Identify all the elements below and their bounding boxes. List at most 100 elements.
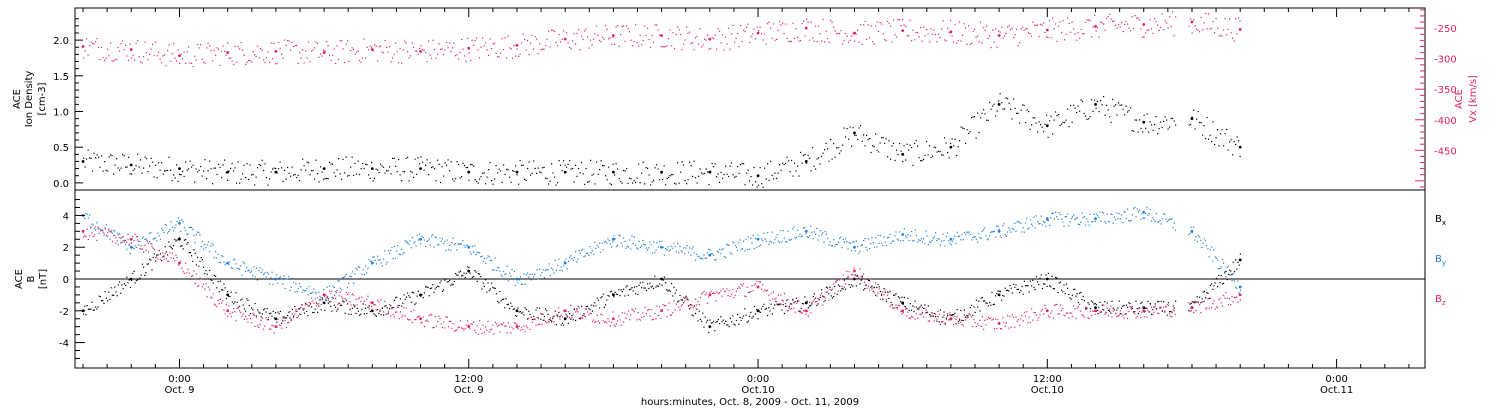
trace-dot	[425, 286, 427, 288]
trace-dot	[540, 274, 542, 276]
trace-dot	[389, 308, 391, 310]
trace-dot	[903, 228, 905, 230]
trace-dot	[141, 248, 143, 250]
trace-dot	[932, 237, 934, 239]
trace-dot	[269, 313, 271, 315]
trace-dot	[354, 304, 356, 306]
trace-dot	[371, 260, 373, 262]
b-axis-label-line-3: [nT]	[38, 269, 49, 289]
trace-dot	[683, 247, 685, 249]
trace-dot	[936, 239, 938, 242]
trace-dot	[296, 316, 298, 319]
trace-dot	[314, 308, 316, 310]
trace-dot	[929, 320, 931, 322]
trace-dot	[524, 307, 526, 309]
trace-dot	[985, 235, 987, 237]
trace-dot	[853, 267, 855, 269]
trace-dot	[483, 331, 485, 333]
trace-dot	[855, 33, 857, 35]
trace-dot	[390, 173, 392, 175]
trace-dot	[223, 283, 225, 285]
trace-dot	[1071, 21, 1073, 23]
trace-dot	[201, 175, 203, 177]
trace-dot	[578, 317, 580, 320]
trace-dot	[620, 242, 622, 244]
trace-dot	[823, 301, 825, 303]
trace-dot	[257, 309, 259, 311]
trace-dot	[127, 238, 129, 240]
trace-dot	[944, 323, 946, 326]
trace-dot	[186, 233, 188, 235]
trace-dot	[1081, 314, 1083, 316]
trace-dot	[1227, 273, 1229, 275]
trace-dot	[373, 313, 375, 315]
trace-dot	[497, 325, 499, 327]
trace-dot	[1056, 277, 1058, 279]
density-tick-label: 1.0	[53, 107, 69, 118]
trace-dot	[193, 234, 195, 237]
b-tick-label: -4	[59, 339, 69, 350]
trace-dot	[264, 163, 266, 165]
trace-dot	[121, 284, 123, 286]
trace-dot	[990, 108, 992, 110]
trace-dot	[257, 45, 259, 47]
trace-dot	[219, 262, 221, 264]
trace-dot	[265, 311, 267, 313]
trace-dot	[704, 257, 706, 259]
trace-dot	[399, 298, 401, 300]
trace-dot	[783, 33, 785, 35]
trace-dot	[212, 183, 214, 185]
trace-dot	[188, 168, 190, 170]
trace-dot	[173, 245, 175, 247]
trace-dot	[995, 115, 997, 117]
trace-dot	[302, 289, 304, 291]
trace-dot	[403, 252, 405, 254]
trace-dot	[1170, 117, 1172, 120]
trace-dot	[497, 300, 499, 303]
trace-dot	[1118, 300, 1120, 302]
trace-dot	[386, 313, 388, 315]
trace-dot	[1152, 129, 1154, 132]
trace-dot	[899, 305, 901, 307]
trace-dot	[383, 311, 385, 313]
trace-dot	[809, 305, 811, 307]
trace-dot	[1130, 30, 1132, 32]
trace-dot	[510, 181, 512, 183]
trace-dot	[782, 304, 784, 306]
trace-dot	[210, 50, 212, 52]
trace-dot	[524, 331, 526, 333]
trace-dot	[753, 284, 755, 286]
trace-dot	[90, 227, 92, 229]
trace-dot	[393, 316, 395, 318]
trace-dot	[836, 243, 838, 246]
trace-dot	[515, 284, 517, 286]
trace-dot	[959, 319, 961, 321]
trace-dot	[687, 251, 689, 254]
trace-dot	[926, 235, 928, 237]
trace-dot	[583, 256, 585, 258]
trace-dot	[353, 48, 355, 50]
trace-dot	[92, 235, 94, 238]
trace-dot	[293, 174, 295, 176]
trace-dot	[434, 236, 436, 238]
trace-dot	[941, 240, 943, 242]
trace-dot	[366, 312, 368, 315]
trace-dot	[209, 160, 211, 162]
trace-dot	[959, 318, 961, 320]
trace-dot	[1233, 296, 1235, 298]
trace-dot	[780, 229, 782, 232]
trace-dot	[559, 269, 561, 271]
trace-dot	[764, 289, 766, 291]
trace-dot	[397, 306, 399, 308]
trace-dot	[765, 178, 767, 180]
trace-dot	[564, 260, 566, 262]
trace-dot	[539, 307, 541, 309]
trace-dot	[1071, 294, 1073, 296]
trace-dot	[767, 315, 769, 317]
trace-dot	[963, 314, 965, 316]
trace-dot	[819, 33, 821, 35]
trace-dot	[200, 44, 202, 46]
trace-dot	[87, 308, 89, 310]
trace-dot	[225, 304, 227, 306]
trace-dot	[605, 175, 607, 177]
